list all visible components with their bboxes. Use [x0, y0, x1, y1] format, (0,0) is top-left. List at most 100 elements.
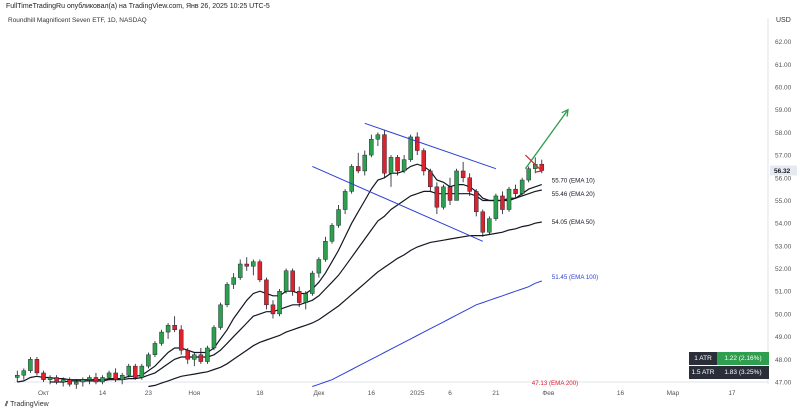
candle-body: [454, 170, 459, 201]
candle-body: [205, 347, 210, 362]
candle-body: [15, 374, 20, 378]
candle: [303, 291, 308, 310]
candle: [519, 177, 525, 196]
candle: [329, 223, 335, 244]
candle-body: [526, 168, 531, 181]
candle: [205, 345, 210, 364]
candle: [428, 168, 433, 192]
x-tick-label: Ноя: [188, 390, 200, 397]
candle: [270, 300, 276, 319]
candle: [218, 302, 223, 330]
y-tick-label: 47.00: [775, 380, 792, 387]
candle: [336, 205, 341, 228]
candle: [290, 268, 295, 296]
y-tick-label: 56.00: [775, 175, 792, 182]
candle: [454, 168, 459, 201]
candle: [375, 132, 381, 146]
candle: [80, 377, 86, 387]
candle-body: [74, 381, 79, 385]
candle-body: [244, 263, 249, 267]
candle-body: [198, 354, 204, 362]
candle-body: [21, 370, 27, 376]
candle: [251, 259, 256, 276]
candle-body: [362, 154, 368, 172]
candle: [54, 375, 59, 385]
candle-body: [100, 377, 105, 383]
candle: [47, 375, 53, 385]
candle-body: [133, 365, 138, 378]
candle-body: [106, 372, 112, 378]
candle-body: [47, 377, 53, 380]
candle-body: [480, 211, 486, 233]
candle-body: [185, 350, 190, 360]
candle: [355, 152, 361, 174]
candle: [67, 377, 72, 387]
y-tick-label: 48.00: [775, 357, 792, 364]
y-tick-label: 49.00: [775, 334, 792, 341]
currency-label: USD: [776, 17, 791, 24]
x-tick-label: 18: [256, 390, 264, 397]
candle: [34, 357, 40, 376]
candle-body: [146, 354, 151, 367]
candle: [500, 191, 505, 215]
candle: [474, 189, 479, 217]
candle-body: [487, 218, 492, 233]
y-tick-label: 53.00: [775, 243, 792, 250]
candle-body: [316, 259, 322, 274]
channel-upper-line: [364, 122, 497, 170]
candle-body: [388, 157, 394, 174]
candle-body: [264, 279, 269, 306]
x-tick-label: 6: [448, 390, 452, 397]
current-price-tag: [770, 165, 797, 176]
candle: [146, 352, 151, 369]
candle: [244, 257, 249, 271]
candle-body: [296, 291, 302, 303]
candle-body: [408, 136, 413, 160]
candle: [493, 193, 499, 221]
candle: [414, 132, 420, 156]
candle: [349, 164, 354, 194]
atr-label: 1 ATR: [689, 352, 717, 365]
candle-body: [460, 170, 466, 178]
candle: [362, 150, 368, 176]
candle-body: [34, 359, 40, 374]
candle-body: [329, 225, 335, 242]
y-tick-label: 59.00: [775, 107, 792, 114]
candle: [480, 209, 486, 237]
y-tick-label: 52.00: [775, 266, 792, 273]
candle: [526, 166, 531, 183]
channel-lower-line: [312, 165, 483, 242]
candle: [113, 368, 118, 382]
y-tick-label: 55.00: [775, 198, 792, 205]
candle-body: [28, 359, 33, 371]
candle-body: [336, 209, 341, 226]
y-tick-label: 58.00: [775, 130, 792, 137]
candle-body: [67, 379, 72, 385]
candle-body: [192, 354, 197, 360]
x-tick-label: 2025: [410, 390, 425, 397]
candle: [283, 268, 289, 294]
projection-arrow-line: [524, 109, 569, 170]
ema-line: [312, 280, 542, 387]
x-tick-label: 21: [492, 390, 500, 397]
candle: [60, 377, 66, 387]
candle: [152, 341, 158, 358]
chart-header: FullTimeTradingRu опубликовал(а) на Trad…: [6, 3, 270, 10]
ema-line: [148, 221, 542, 388]
candle-body: [375, 134, 381, 140]
logo-text: TradingView: [10, 401, 49, 408]
y-tick-label: 50.00: [775, 311, 792, 318]
candle-body: [421, 150, 427, 172]
ema-label: 55.70 (EMA 10): [552, 178, 595, 185]
candle: [277, 288, 282, 317]
candle: [178, 325, 184, 355]
candle: [185, 347, 190, 364]
candle: [126, 363, 131, 378]
atr-label: 1.5 ATR: [689, 366, 717, 379]
candle-body: [506, 188, 512, 210]
candle: [447, 177, 453, 205]
x-tick-label: 16: [368, 390, 376, 397]
candle-body: [290, 270, 295, 292]
candle: [316, 257, 322, 278]
